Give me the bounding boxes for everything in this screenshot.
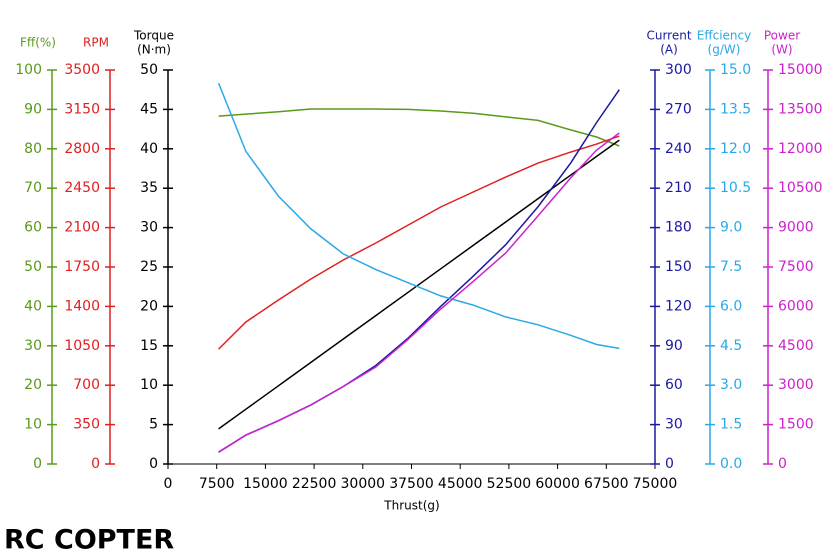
x-tick-label: 22500 [292,476,337,492]
y-tick-label: 4.5 [720,338,742,354]
y-tick-label: 20 [140,298,158,314]
y-tick-label: 12000 [778,141,823,157]
y-tick-label: 270 [665,101,692,117]
x-tick-label: 30000 [341,476,386,492]
y-axis-title: Torque [133,29,174,43]
y-tick-label: 5 [149,417,158,433]
y-tick-label: 1050 [64,338,100,354]
y-tick-label: 210 [665,180,692,196]
y-tick-label: 120 [665,298,692,314]
x-tick-label: 52500 [487,476,532,492]
y-tick-label: 60 [665,377,683,393]
y-tick-label: 40 [24,298,42,314]
y-tick-label: 35 [140,180,158,196]
series-line [218,135,620,350]
y-axis-title: Effciency [697,29,751,43]
x-tick-label: 75000 [633,476,678,492]
y-tick-label: 1.5 [720,417,742,433]
y-tick-label: 6.0 [720,298,742,314]
y-tick-label: 0 [665,456,674,472]
y-tick-label: 15000 [778,62,823,78]
y-tick-label: 13500 [778,101,823,117]
y-axis-title: (N·m) [137,43,171,57]
y-tick-label: 50 [24,259,42,275]
x-tick-label: 67500 [584,476,629,492]
x-tick-label: 7500 [199,476,235,492]
y-tick-label: 700 [73,377,100,393]
y-tick-label: 80 [24,141,42,157]
y-tick-label: 13.5 [720,101,751,117]
y-tick-label: 3150 [64,101,100,117]
y-tick-label: 70 [24,180,42,196]
y-tick-label: 3.0 [720,377,742,393]
y-tick-label: 6000 [778,298,814,314]
y-tick-label: 1400 [64,298,100,314]
y-tick-label: 0 [91,456,100,472]
y-tick-label: 50 [140,62,158,78]
y-tick-label: 40 [140,141,158,157]
y-axis-title: (A) [660,43,678,57]
x-tick-label: 60000 [535,476,580,492]
y-tick-label: 0 [33,456,42,472]
y-tick-label: 90 [665,338,683,354]
y-tick-label: 3500 [64,62,100,78]
y-tick-label: 150 [665,259,692,275]
y-axis-title: Power [764,29,800,43]
y-tick-label: 20 [24,377,42,393]
y-tick-label: 12.0 [720,141,751,157]
x-axis-title: Thrust(g) [383,499,439,513]
y-axis-title: Fff(%) [20,36,56,50]
series-line [218,108,620,147]
y-tick-label: 180 [665,220,692,236]
y-tick-label: 10.5 [720,180,751,196]
y-tick-label: 1500 [778,417,814,433]
y-tick-label: 45 [140,101,158,117]
y-tick-label: 4500 [778,338,814,354]
y-axis-title: Current [646,29,691,43]
y-axis-title: (g/W) [708,43,741,57]
y-tick-label: 30 [665,417,683,433]
logo: RC COPTER [4,525,174,556]
y-tick-label: 30 [24,338,42,354]
y-tick-label: 15 [140,338,158,354]
x-tick-label: 0 [164,476,173,492]
x-tick-label: 37500 [389,476,434,492]
x-tick-label: 15000 [243,476,288,492]
y-tick-label: 7500 [778,259,814,275]
series-line [218,132,620,453]
y-tick-label: 7.5 [720,259,742,275]
y-tick-label: 15.0 [720,62,751,78]
y-tick-label: 30 [140,220,158,236]
y-tick-label: 2450 [64,180,100,196]
y-tick-label: 300 [665,62,692,78]
y-tick-label: 2100 [64,220,100,236]
y-tick-label: 10 [140,377,158,393]
y-axis-title: RPM [83,36,109,50]
y-tick-label: 0.0 [720,456,742,472]
y-tick-label: 1750 [64,259,100,275]
y-tick-label: 240 [665,141,692,157]
y-tick-label: 350 [73,417,100,433]
y-tick-label: 10500 [778,180,823,196]
y-tick-label: 0 [778,456,787,472]
y-tick-label: 90 [24,101,42,117]
y-tick-label: 10 [24,417,42,433]
y-tick-label: 9.0 [720,220,742,236]
y-axis-title: (W) [771,43,792,57]
series-line [217,82,620,350]
y-tick-label: 60 [24,220,42,236]
y-tick-label: 100 [15,62,42,78]
y-tick-label: 0 [149,456,158,472]
x-tick-label: 45000 [438,476,483,492]
y-tick-label: 2800 [64,141,100,157]
series-line [218,139,620,430]
series-line [218,89,620,453]
y-tick-label: 9000 [778,220,814,236]
y-tick-label: 25 [140,259,158,275]
y-tick-label: 3000 [778,377,814,393]
